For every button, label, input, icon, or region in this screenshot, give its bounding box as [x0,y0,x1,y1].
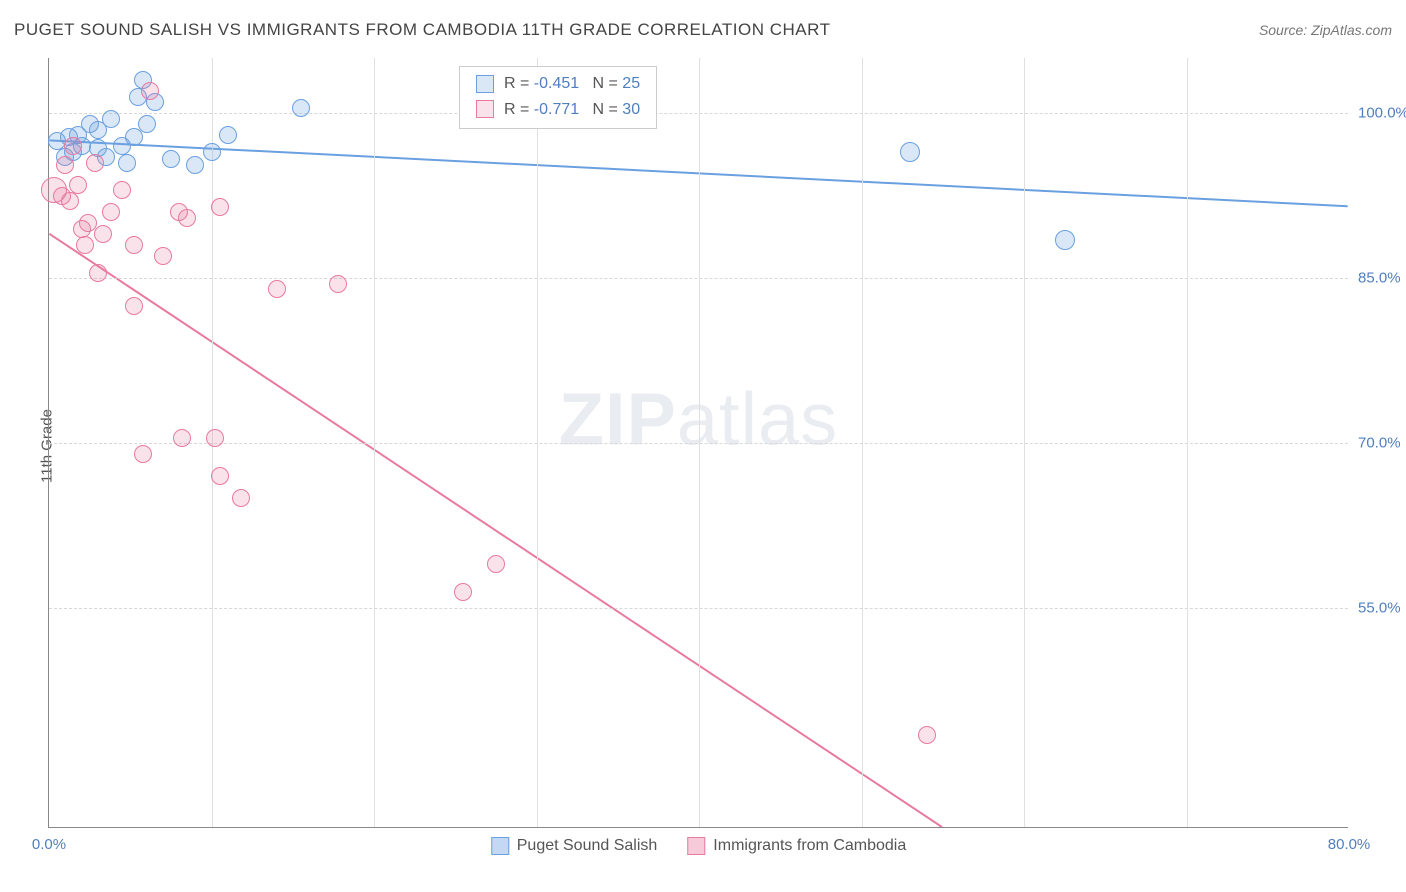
point-series-b [211,198,229,216]
gridline-v [537,58,538,827]
point-series-a [900,142,920,162]
regression-line [49,234,942,827]
legend-swatch [476,75,494,93]
point-series-a [1055,230,1075,250]
point-series-b [61,192,79,210]
watermark-bold: ZIP [559,378,677,461]
legend-swatch [491,837,509,855]
point-series-a [203,143,221,161]
scatter-plot: ZIPatlas 55.0%70.0%85.0%100.0%0.0%80.0%R… [48,58,1348,828]
point-series-b [64,137,82,155]
title-bar: PUGET SOUND SALISH VS IMMIGRANTS FROM CA… [14,20,1392,40]
point-series-b [134,445,152,463]
point-series-b [211,467,229,485]
source-label: Source: ZipAtlas.com [1259,22,1392,38]
gridline-v [374,58,375,827]
point-series-a [162,150,180,168]
point-series-b [56,156,74,174]
x-tick-label: 0.0% [32,836,66,853]
point-series-b [86,154,104,172]
point-series-b [102,203,120,221]
legend-row: R = -0.451 N = 25 [476,71,640,97]
point-series-a [102,110,120,128]
point-series-b [206,429,224,447]
y-tick-label: 55.0% [1358,600,1406,617]
point-series-a [138,115,156,133]
point-series-a [292,99,310,117]
legend-item: Immigrants from Cambodia [687,837,906,855]
point-series-b [113,181,131,199]
gridline-v [1187,58,1188,827]
legend-label: Puget Sound Salish [517,837,658,855]
legend-swatch [476,100,494,118]
legend-swatch [687,837,705,855]
x-tick-label: 80.0% [1328,836,1371,853]
y-tick-label: 100.0% [1358,105,1406,122]
legend-correlation: R = -0.451 N = 25R = -0.771 N = 30 [459,66,657,129]
legend-item: Puget Sound Salish [491,837,658,855]
gridline-v [1024,58,1025,827]
legend-series: Puget Sound Salish Immigrants from Cambod… [491,837,907,855]
point-series-a [219,126,237,144]
point-series-b [125,236,143,254]
point-series-b [329,275,347,293]
point-series-b [154,247,172,265]
point-series-a [118,154,136,172]
point-series-b [141,82,159,100]
legend-stats: R = -0.451 N = 25 [504,71,640,97]
y-tick-label: 70.0% [1358,435,1406,452]
point-series-b [178,209,196,227]
point-series-b [918,726,936,744]
point-series-b [89,264,107,282]
point-series-b [232,489,250,507]
point-series-b [125,297,143,315]
chart-title: PUGET SOUND SALISH VS IMMIGRANTS FROM CA… [14,20,830,40]
legend-stats: R = -0.771 N = 30 [504,97,640,123]
point-series-b [487,555,505,573]
point-series-b [69,176,87,194]
gridline-v [699,58,700,827]
point-series-b [173,429,191,447]
point-series-b [94,225,112,243]
point-series-b [268,280,286,298]
point-series-b [76,236,94,254]
point-series-a [186,156,204,174]
legend-row: R = -0.771 N = 30 [476,97,640,123]
watermark-light: atlas [677,378,838,461]
y-tick-label: 85.0% [1358,270,1406,287]
legend-label: Immigrants from Cambodia [713,837,906,855]
point-series-b [454,583,472,601]
gridline-v [862,58,863,827]
